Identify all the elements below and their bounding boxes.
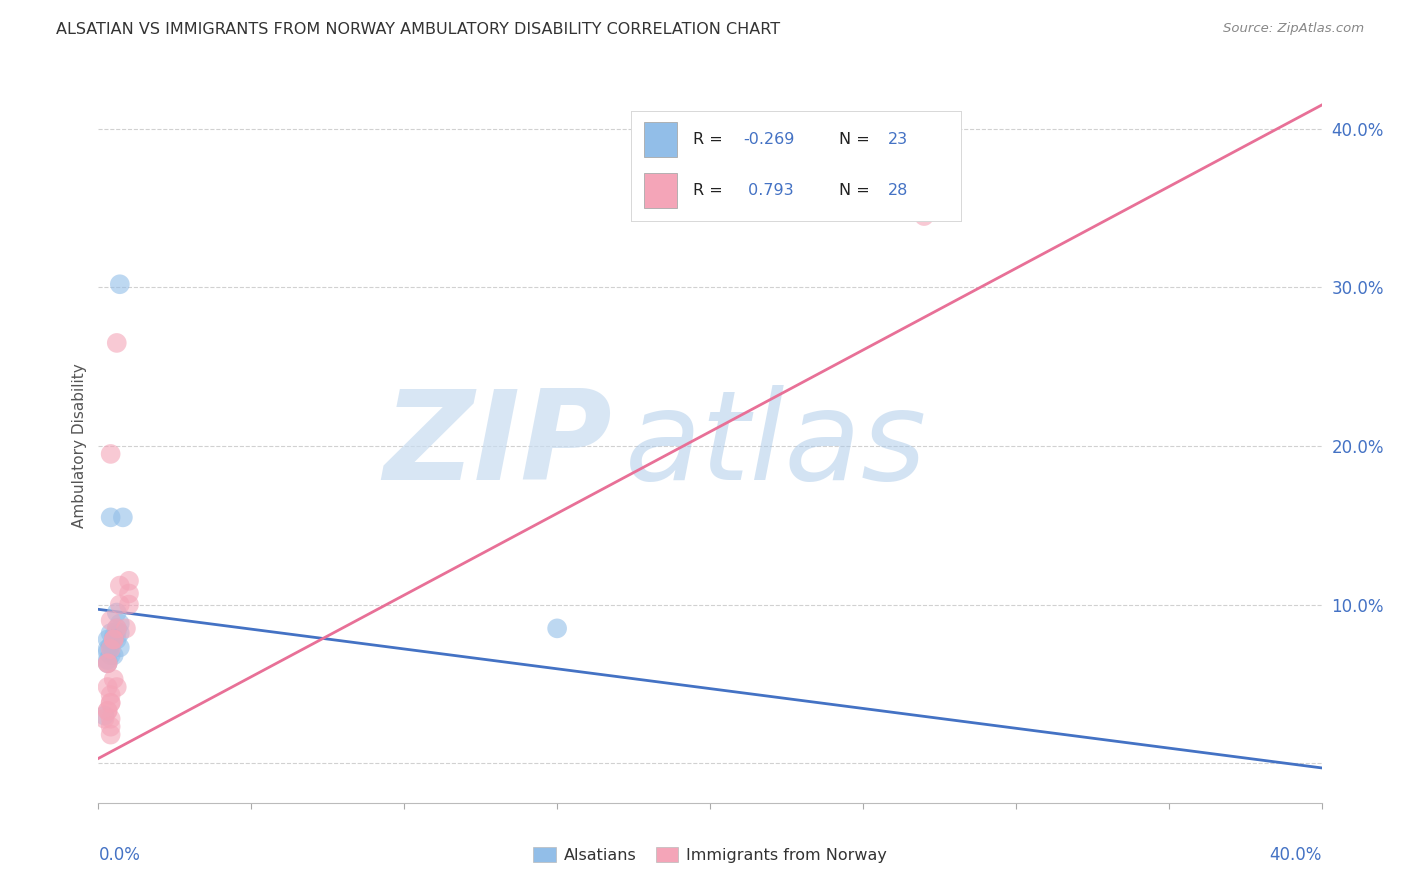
Point (111, 510, 134, 524)
Point (100, 447, 122, 461)
Y-axis label: Ambulatory Disability: Ambulatory Disability (72, 364, 87, 528)
Point (97, 645, 120, 659)
Point (105, 621, 128, 635)
Text: Source: ZipAtlas.com: Source: ZipAtlas.com (1223, 22, 1364, 36)
Text: ZIP: ZIP (384, 385, 612, 507)
Point (100, 696, 122, 710)
Point (103, 648, 125, 663)
Point (108, 616, 131, 631)
Point (97, 704, 120, 718)
Text: 0.0%: 0.0% (98, 846, 141, 863)
Point (100, 642, 122, 657)
Point (105, 632, 128, 647)
Point (100, 510, 122, 524)
Point (115, 621, 138, 635)
Point (100, 720, 122, 734)
Legend: Alsatians, Immigrants from Norway: Alsatians, Immigrants from Norway (533, 847, 887, 863)
Point (105, 606, 128, 620)
Point (97, 632, 120, 647)
Point (93, 712, 115, 726)
Point (93, 708, 115, 723)
Point (97, 657, 120, 671)
Point (546, 621, 568, 635)
Point (118, 598, 141, 612)
Point (105, 621, 128, 635)
Point (118, 574, 141, 588)
Point (108, 277, 131, 292)
Point (100, 626, 122, 640)
Point (103, 672, 125, 686)
Text: 40.0%: 40.0% (1270, 846, 1322, 863)
Point (105, 624, 128, 639)
Point (97, 680, 120, 694)
Point (105, 335, 128, 350)
Point (97, 657, 120, 671)
Point (108, 598, 131, 612)
Point (108, 640, 131, 655)
Point (100, 639, 122, 653)
Text: ALSATIAN VS IMMIGRANTS FROM NORWAY AMBULATORY DISABILITY CORRELATION CHART: ALSATIAN VS IMMIGRANTS FROM NORWAY AMBUL… (56, 22, 780, 37)
Point (100, 712, 122, 726)
Point (97, 653, 120, 667)
Point (97, 704, 120, 718)
Point (103, 632, 125, 647)
Point (118, 586, 141, 600)
Point (97, 642, 120, 657)
Point (105, 680, 128, 694)
Point (97, 657, 120, 671)
Text: atlas: atlas (624, 385, 927, 507)
Point (108, 578, 131, 592)
Point (912, 209, 935, 223)
Point (103, 629, 125, 643)
Point (100, 648, 122, 663)
Point (100, 696, 122, 710)
Point (103, 632, 125, 647)
Point (100, 728, 122, 742)
Point (100, 614, 122, 628)
Point (103, 632, 125, 647)
Point (108, 626, 131, 640)
Point (100, 688, 122, 702)
